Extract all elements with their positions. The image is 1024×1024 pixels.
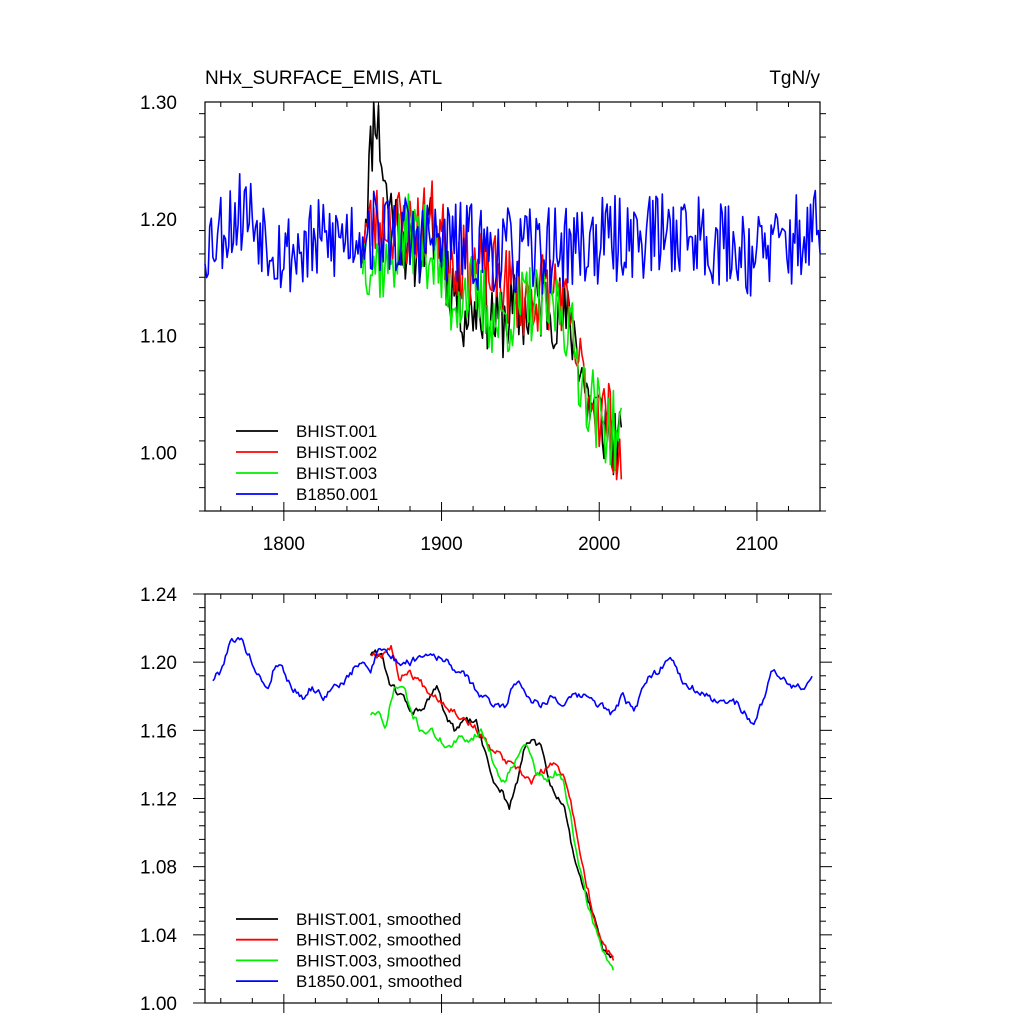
bottom-legend: BHIST.001, smoothed BHIST.002, smoothedBH… bbox=[236, 910, 462, 991]
y-tick-label: 1.30 bbox=[140, 93, 177, 114]
x-tick-label: 2100 bbox=[736, 534, 778, 555]
top-chart-units: TgN/y bbox=[769, 68, 820, 89]
bottom-series-group bbox=[212, 636, 813, 971]
y-tick-label: 1.20 bbox=[140, 653, 177, 674]
legend-label: BHIST.001, smoothed bbox=[296, 910, 461, 929]
bottom-axis-ticks: 1.00 1.04 1.08 1.12 1.16 1.20 1.24 bbox=[140, 585, 832, 1015]
legend-label: B1850.001, smoothed bbox=[296, 972, 462, 991]
y-tick-label: 1.16 bbox=[140, 721, 177, 742]
y-tick-label: 1.20 bbox=[140, 210, 177, 231]
y-tick-label: 1.08 bbox=[140, 858, 177, 879]
y-tick-label: 1.04 bbox=[140, 926, 177, 947]
top-series-group bbox=[204, 101, 821, 481]
top-plot-frame bbox=[204, 101, 821, 512]
y-tick-label: 1.24 bbox=[140, 585, 177, 606]
series-line-b1850-001 bbox=[204, 173, 821, 297]
top-legend: BHIST.001 BHIST.002 BHIST.003 B1850.001 bbox=[236, 422, 378, 504]
y-tick-label: 1.12 bbox=[140, 790, 177, 811]
top-axis-ticks: 1800 1900 2000 2100 1.00 1.10 1.20 1.30 bbox=[140, 93, 826, 555]
y-tick-label: 1.00 bbox=[140, 444, 177, 465]
series-line-bhist-003-smoothed bbox=[369, 685, 615, 971]
bottom-panel: 1.00 1.04 1.08 1.12 1.16 1.20 1.24 BHIST.001, … bbox=[140, 585, 832, 1015]
legend-label: BHIST.003, smoothed bbox=[296, 951, 461, 970]
top-panel: NHx_SURFACE_EMIS, ATL TgN/y 1800 1900 2000… bbox=[140, 68, 826, 555]
x-tick-label: 1800 bbox=[263, 534, 305, 555]
x-tick-label: 1900 bbox=[420, 534, 462, 555]
legend-label: BHIST.003 bbox=[296, 464, 377, 483]
legend-label: BHIST.002 bbox=[296, 443, 377, 462]
top-chart-title: NHx_SURFACE_EMIS, ATL bbox=[205, 68, 442, 89]
y-tick-label: 1.00 bbox=[140, 994, 177, 1015]
series-line-bhist-003 bbox=[361, 193, 623, 472]
legend-label: BHIST.002, smoothed bbox=[296, 931, 461, 950]
series-line-b1850-001-smoothed bbox=[212, 636, 813, 726]
y-tick-label: 1.10 bbox=[140, 327, 177, 348]
x-tick-label: 2000 bbox=[578, 534, 620, 555]
legend-label: BHIST.001 bbox=[296, 422, 377, 441]
series-line-bhist-002-smoothed bbox=[370, 644, 615, 961]
legend-label: B1850.001 bbox=[296, 485, 378, 504]
